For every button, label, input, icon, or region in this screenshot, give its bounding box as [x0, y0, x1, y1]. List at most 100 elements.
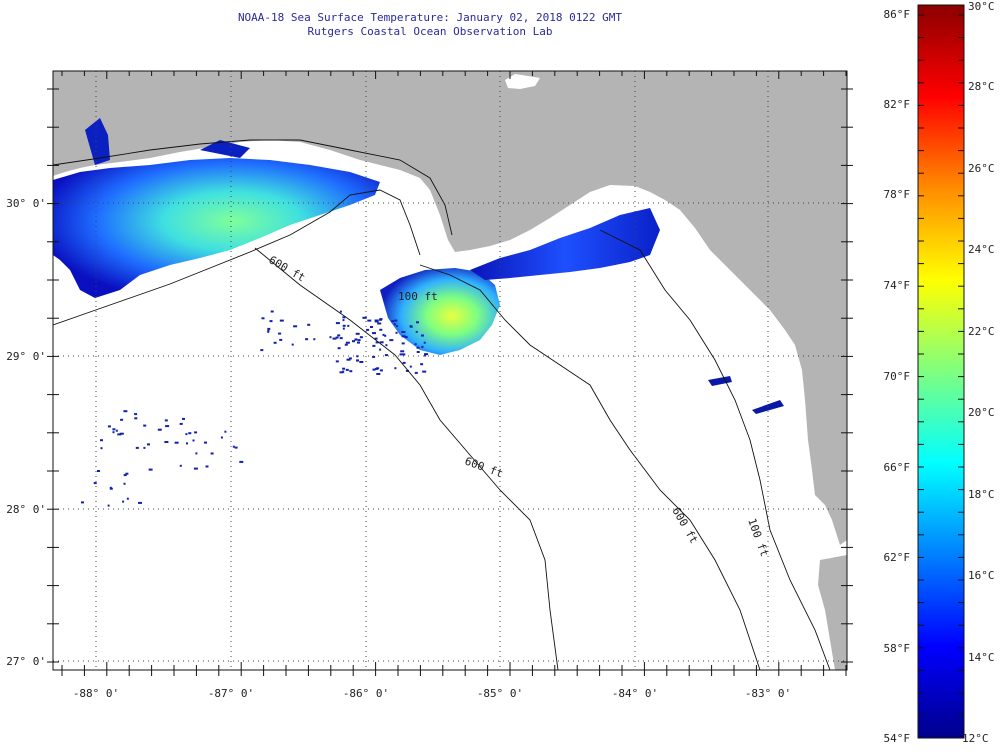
- sst-pixel: [112, 428, 116, 431]
- sst-pixel: [182, 417, 185, 420]
- fahrenheit-label: 82°F: [884, 98, 911, 111]
- sst-pixel: [348, 357, 352, 360]
- sst-pixel: [376, 373, 381, 375]
- lat-label: 27° 0': [6, 655, 46, 668]
- sst-pixel: [143, 446, 146, 449]
- sst-pixel: [313, 338, 316, 341]
- celsius-label: 16°C: [968, 569, 995, 582]
- sst-pixel: [224, 430, 227, 433]
- fahrenheit-label: 78°F: [884, 188, 911, 201]
- celsius-label: 24°C: [968, 243, 995, 256]
- sst-pixel: [337, 334, 341, 337]
- sst-pixel: [409, 365, 412, 368]
- sst-pixel: [81, 501, 84, 504]
- sst-pixel: [339, 310, 342, 313]
- sst-pixel: [134, 417, 138, 420]
- sst-pixel: [278, 332, 282, 335]
- sst-pixel: [362, 316, 366, 319]
- lon-label: -85° 0': [477, 687, 523, 700]
- sst-pixel: [423, 341, 426, 344]
- sst-pixel: [356, 355, 359, 358]
- sst-pixel: [112, 431, 115, 434]
- sst-streak-east: [708, 376, 784, 414]
- sst-pixel: [384, 354, 388, 357]
- sst-pixel: [342, 324, 346, 327]
- latitude-labels: 30° 0' 29° 0' 28° 0' 27° 0': [6, 197, 46, 668]
- sst-pixel: [157, 428, 162, 431]
- sst-pixel: [415, 330, 418, 333]
- sst-pixel: [357, 341, 360, 344]
- sst-pixel: [422, 370, 427, 373]
- sst-pixel: [375, 341, 379, 344]
- sst-pixel: [379, 328, 383, 331]
- sst-pixel: [117, 433, 122, 436]
- sst-pixel: [424, 353, 429, 356]
- land-south-florida: [818, 555, 847, 670]
- sst-pixel: [192, 439, 195, 442]
- sst-pixel: [335, 360, 339, 363]
- sst-pixel: [414, 371, 418, 374]
- land-bay: [800, 510, 826, 555]
- sst-pixel: [123, 410, 128, 413]
- bathymetry-contours: [53, 139, 831, 670]
- sst-pixel: [122, 500, 125, 503]
- sst-pixel: [421, 345, 424, 348]
- colorbar: 86°F 82°F 78°F 74°F 70°F 66°F 62°F 58°F …: [884, 0, 995, 745]
- sst-pixel: [120, 418, 124, 421]
- contour-100ft-east: [599, 229, 831, 670]
- sst-pixel: [279, 338, 283, 341]
- sst-pixel: [385, 344, 388, 347]
- sst-pixel: [384, 334, 387, 337]
- sst-pixel: [293, 325, 298, 328]
- sst-pixel: [164, 441, 169, 443]
- sst-pixel: [107, 504, 110, 507]
- sst-pixel: [267, 329, 270, 332]
- celsius-label: 30°C: [968, 0, 995, 13]
- sst-pixel: [342, 327, 345, 330]
- sst-pixel: [359, 336, 363, 339]
- sst-pixel: [379, 341, 384, 344]
- sst-pixel: [352, 340, 355, 343]
- contour-coastal: [53, 139, 453, 236]
- sst-pixel: [109, 487, 113, 490]
- lon-label: -87° 0': [208, 687, 254, 700]
- sst-pixel: [335, 322, 340, 325]
- sst-pixel: [260, 349, 264, 352]
- colorbar-ticks: [918, 14, 964, 717]
- sst-pixel: [379, 369, 383, 372]
- celsius-label: 22°C: [968, 325, 995, 338]
- sst-pixel: [402, 361, 406, 364]
- sst-pixel: [269, 320, 273, 323]
- sst-pixel: [357, 339, 361, 342]
- sst-pixel: [375, 367, 378, 370]
- sst-pixel: [346, 358, 351, 361]
- sst-pixel: [134, 413, 138, 416]
- sst-pixel: [337, 347, 341, 350]
- sst-pixel: [355, 332, 360, 335]
- sst-pixel: [420, 363, 424, 366]
- celsius-label: 18°C: [968, 488, 995, 501]
- sst-pixel: [332, 337, 337, 340]
- sst-pixel: [395, 325, 398, 328]
- sst-pixel: [342, 367, 346, 370]
- sst-pixel: [195, 452, 198, 455]
- sst-pixel: [424, 354, 427, 357]
- sst-pixel: [402, 353, 406, 356]
- sst-pixel: [232, 445, 235, 448]
- colorbar-fahrenheit-labels: 86°F 82°F 78°F 74°F 70°F 66°F 62°F 58°F …: [884, 8, 911, 745]
- sst-pixel: [126, 497, 129, 500]
- celsius-label: 26°C: [968, 162, 995, 175]
- sst-swath-west: [53, 158, 380, 298]
- sst-pixel: [347, 324, 350, 327]
- sst-pixel: [393, 323, 396, 326]
- sst-pixel: [374, 337, 378, 340]
- sst-pixel: [374, 319, 379, 322]
- sst-pixel: [378, 318, 382, 321]
- sst-pixel: [267, 327, 271, 330]
- sst-pixel: [164, 419, 168, 422]
- sst-pixel: [367, 319, 372, 322]
- sst-pixel: [188, 432, 192, 435]
- fahrenheit-label: 62°F: [884, 551, 911, 564]
- celsius-label: 28°C: [968, 80, 995, 93]
- sst-pixel: [148, 468, 153, 471]
